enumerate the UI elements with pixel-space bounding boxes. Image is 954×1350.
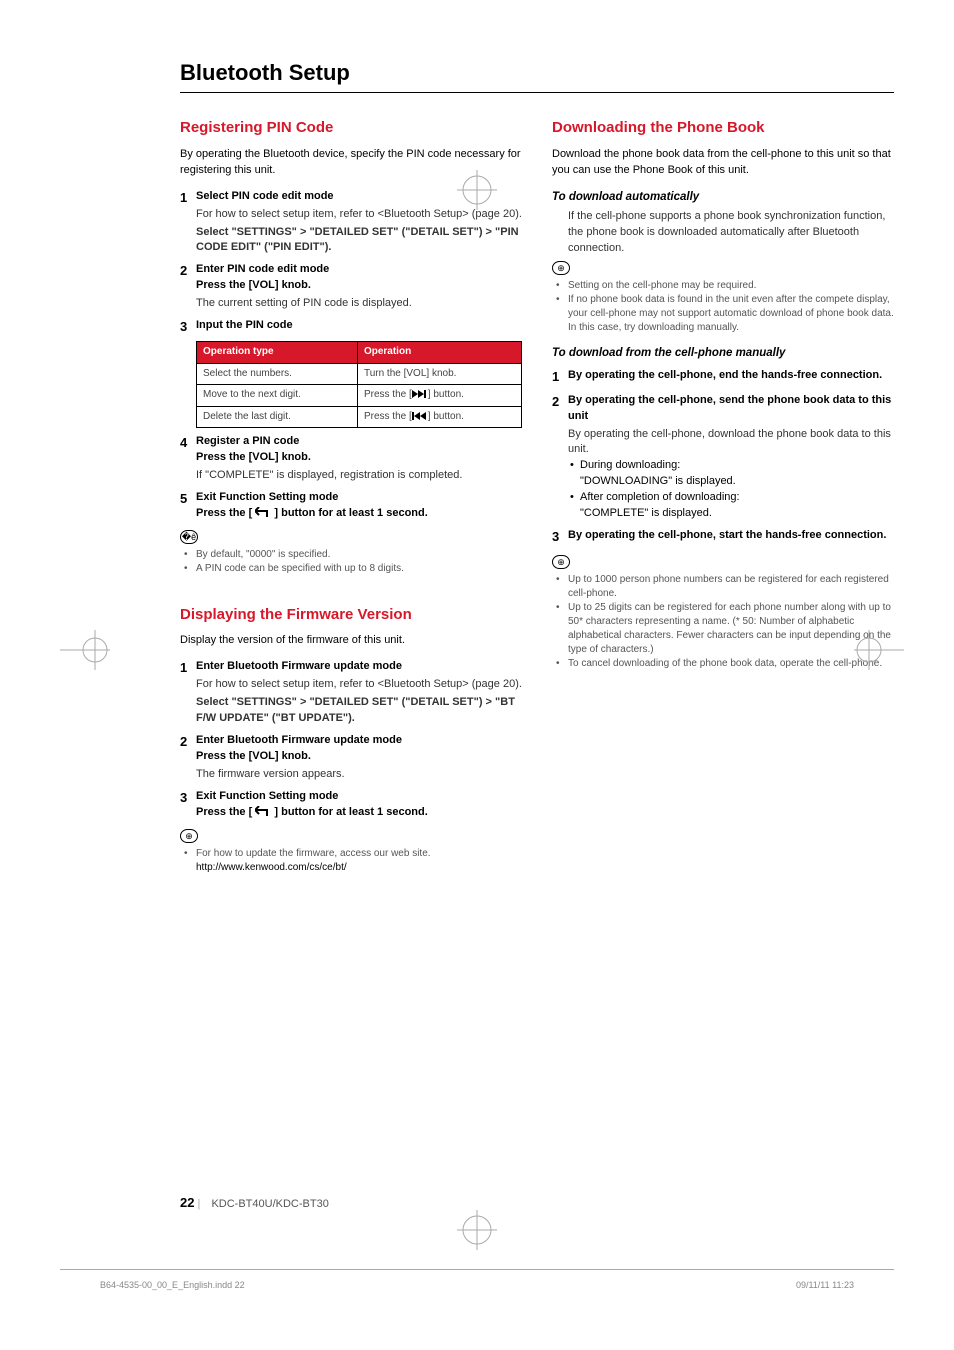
step-text: For how to select setup item, refer to <… — [196, 677, 522, 693]
subheading-manual: To download from the cell-phone manually — [552, 345, 894, 362]
step-number: 2 — [552, 393, 568, 523]
heading-register-pin: Registering PIN Code — [180, 117, 522, 139]
left-column: Registering PIN Code By operating the Bl… — [180, 117, 522, 875]
step-number: 4 — [180, 434, 196, 484]
note-text: If no phone book data is found in the un… — [568, 293, 894, 335]
step-bold: Press the [VOL] knob. — [196, 749, 522, 765]
step-number: 1 — [180, 189, 196, 257]
note-text: For how to update the firmware, access o… — [196, 847, 522, 875]
footer-divider — [60, 1269, 894, 1270]
step-title: Register a PIN code — [196, 434, 522, 450]
page-number: 22 — [180, 1195, 194, 1210]
bullet-text: During downloading: — [580, 459, 680, 471]
operation-table: Operation type Operation Select the numb… — [196, 341, 522, 428]
page-title: Bluetooth Setup — [180, 60, 894, 93]
return-icon — [255, 507, 271, 519]
step-number: 2 — [180, 262, 196, 312]
intro-phonebook: Download the phone book data from the ce… — [552, 147, 894, 179]
model-name: KDC-BT40U/KDC-BT30 — [211, 1198, 328, 1210]
table-cell: Press the [] button. — [357, 406, 521, 428]
note-icon: ⊕ — [180, 829, 198, 843]
step-bold: Select "SETTINGS" — [196, 226, 297, 238]
step-bold: Press the [VOL] knob. — [196, 450, 522, 466]
note-text: To cancel downloading of the phone book … — [568, 657, 894, 671]
table-header: Operation type — [197, 342, 358, 364]
subheading-auto: To download automatically — [552, 189, 894, 206]
step-number: 3 — [552, 528, 568, 547]
step-number: 3 — [180, 318, 196, 337]
step-text: The current setting of PIN code is displ… — [196, 296, 522, 312]
return-icon — [255, 806, 271, 818]
table-cell: Press the [] button. — [357, 385, 521, 407]
crop-mark-left — [60, 630, 110, 670]
bullet-text: After completion of downloading: — [580, 491, 740, 503]
step-title: Exit Function Setting mode — [196, 490, 522, 506]
step-bold: Press the [VOL] knob. — [196, 278, 522, 294]
step-bold: "DETAILED SET" ("DETAIL SET") — [309, 696, 482, 708]
prev-track-icon — [412, 412, 428, 420]
note-text: By default, "0000" is specified. — [196, 548, 522, 562]
note-icon: ⊕ — [552, 555, 570, 569]
table-cell: Delete the last digit. — [197, 406, 358, 428]
step-number: 3 — [180, 789, 196, 821]
step-text: If "COMPLETE" is displayed, registration… — [196, 468, 522, 484]
step-title: Enter PIN code edit mode — [196, 262, 522, 278]
note-text: Setting on the cell-phone may be require… — [568, 279, 894, 293]
step-number: 5 — [180, 490, 196, 522]
crop-mark-bottom — [457, 1210, 497, 1250]
bullet-text: "DOWNLOADING" is displayed. — [580, 475, 736, 487]
step-text: By operating the cell-phone, download th… — [568, 427, 894, 459]
subheading-text: If the cell-phone supports a phone book … — [568, 209, 894, 257]
step-title: By operating the cell-phone, start the h… — [568, 528, 894, 544]
heading-phonebook: Downloading the Phone Book — [552, 117, 894, 139]
footer-file: B64-4535-00_00_E_English.indd 22 — [100, 1280, 245, 1290]
right-column: Downloading the Phone Book Download the … — [552, 117, 894, 875]
step-title: By operating the cell-phone, end the han… — [568, 368, 894, 384]
step-title: Exit Function Setting mode — [196, 789, 522, 805]
step-text: The firmware version appears. — [196, 767, 522, 783]
step-title: Enter Bluetooth Firmware update mode — [196, 659, 522, 675]
note-text: A PIN code can be specified with up to 8… — [196, 562, 522, 576]
crop-mark-top — [457, 170, 497, 210]
intro-firmware: Display the version of the firmware of t… — [180, 633, 522, 649]
step-bold: ] button for at least 1 second. — [274, 806, 427, 818]
table-cell: Select the numbers. — [197, 363, 358, 385]
step-number: 2 — [180, 733, 196, 783]
bullet-text: "COMPLETE" is displayed. — [580, 507, 712, 519]
note-icon: ⊕ — [552, 261, 570, 275]
table-header: Operation — [357, 342, 521, 364]
step-bold: Press the [ — [196, 806, 252, 818]
step-bold: Select "SETTINGS" — [196, 696, 297, 708]
step-title: Input the PIN code — [196, 318, 522, 334]
step-title: Enter Bluetooth Firmware update mode — [196, 733, 522, 749]
note-icon: �ê — [180, 530, 198, 544]
next-track-icon — [412, 390, 428, 398]
crop-mark-right — [854, 630, 904, 670]
table-cell: Move to the next digit. — [197, 385, 358, 407]
step-title: By operating the cell-phone, send the ph… — [568, 393, 894, 425]
step-number: 1 — [180, 659, 196, 727]
heading-firmware: Displaying the Firmware Version — [180, 604, 522, 626]
step-number: 1 — [552, 368, 568, 387]
step-bold: "DETAILED SET" ("DETAIL SET") — [309, 226, 482, 238]
step-bold: Press the [ — [196, 507, 252, 519]
note-text: Up to 25 digits can be registered for ea… — [568, 601, 894, 657]
page-footer: 22 | KDC-BT40U/KDC-BT30 — [180, 1195, 329, 1210]
step-bold: ] button for at least 1 second. — [274, 507, 427, 519]
footer-timestamp: 09/11/11 11:23 — [796, 1280, 854, 1290]
note-text: Up to 1000 person phone numbers can be r… — [568, 573, 894, 601]
table-cell: Turn the [VOL] knob. — [357, 363, 521, 385]
